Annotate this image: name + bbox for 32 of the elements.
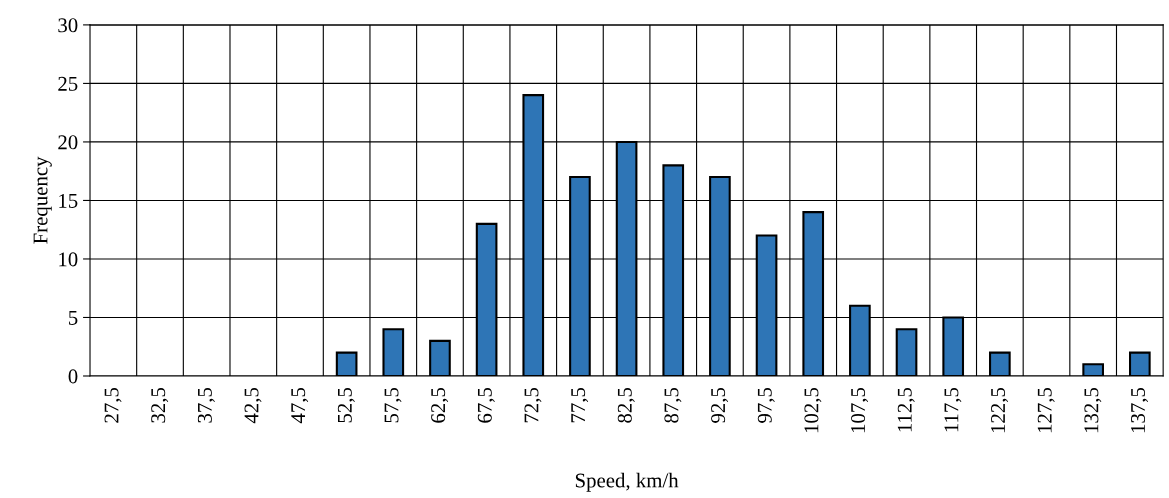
x-axis-title: Speed, km/h xyxy=(575,472,679,492)
x-tick-label: 122,5 xyxy=(991,387,1009,433)
y-tick-label: 5 xyxy=(69,311,78,325)
x-tick-label: 77,5 xyxy=(571,387,589,423)
y-tick-label: 30 xyxy=(58,18,78,33)
x-tick-label: 117,5 xyxy=(944,387,962,432)
x-tick-label: 32,5 xyxy=(151,387,169,423)
x-tick-label: 97,5 xyxy=(757,387,775,423)
y-tick-label: 0 xyxy=(68,369,78,384)
x-tick-label: 37,5 xyxy=(197,387,215,423)
x-tick-label: 137,5 xyxy=(1131,387,1149,433)
y-axis-title: Frequency xyxy=(33,156,52,244)
x-tick-label: 132,5 xyxy=(1084,387,1102,433)
x-tick-label: 112,5 xyxy=(897,387,915,432)
x-tick-label: 127,5 xyxy=(1037,387,1055,433)
y-tick-label: 25 xyxy=(58,76,78,91)
x-tick-label: 82,5 xyxy=(617,387,635,423)
x-tick-label: 27,5 xyxy=(104,387,122,423)
x-tick-label: 72,5 xyxy=(524,387,542,423)
y-tick-label: 20 xyxy=(58,135,78,150)
x-tick-label: 42,5 xyxy=(244,387,262,424)
y-tick-label: 15 xyxy=(59,193,78,208)
x-tick-label: 67,5 xyxy=(477,387,495,423)
x-tick-label: 62,5 xyxy=(431,387,449,423)
x-tick-label: 92,5 xyxy=(711,387,729,423)
y-tick-label: 10 xyxy=(59,252,78,267)
x-tick-label: 107,5 xyxy=(851,387,869,433)
x-tick-label: 57,5 xyxy=(384,387,402,423)
x-tick-label: 52,5 xyxy=(337,387,355,423)
x-tick-label: 102,5 xyxy=(804,387,822,433)
x-tick-label: 87,5 xyxy=(664,387,682,423)
x-tick-label: 47,5 xyxy=(291,387,309,424)
